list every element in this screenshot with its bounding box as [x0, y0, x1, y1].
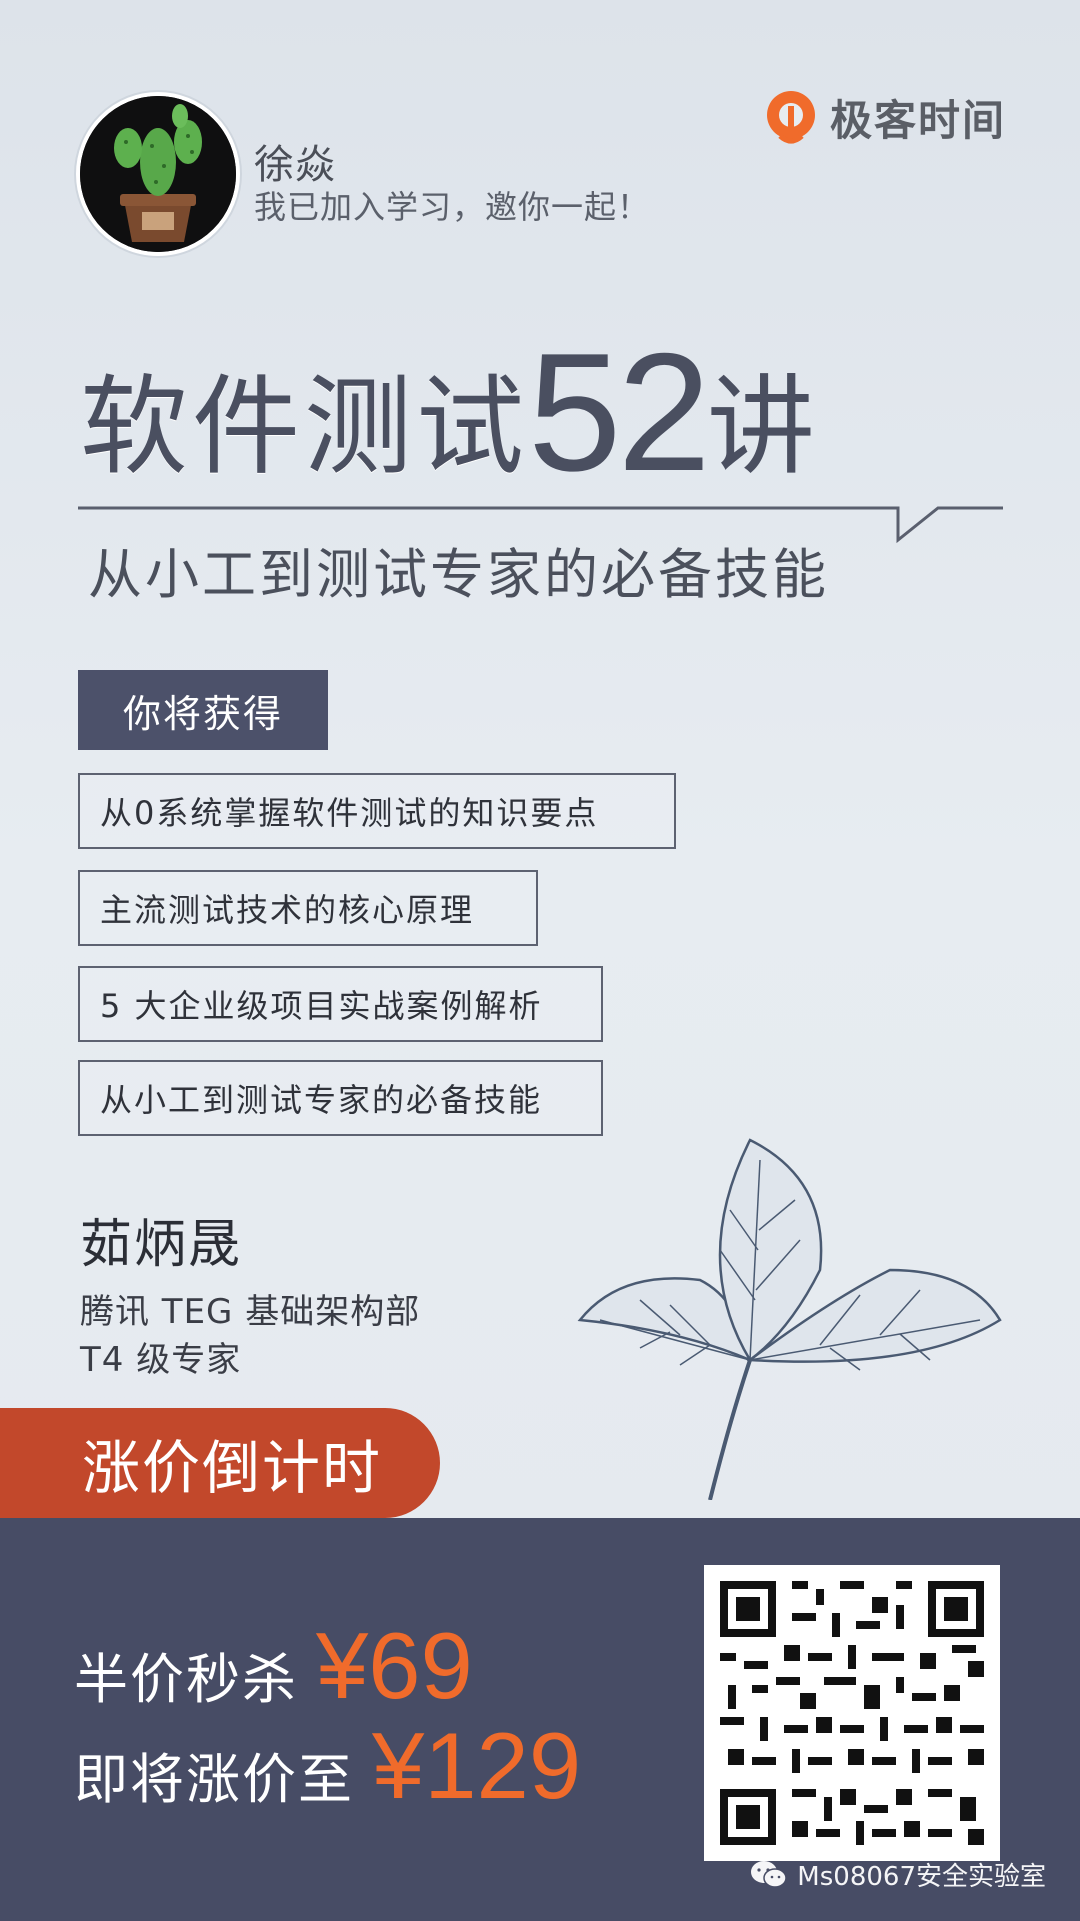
title-main: 软件测试 [80, 365, 529, 490]
geektime-logo-icon [766, 91, 815, 144]
sale-price-row: 半价秒杀 ¥69 [74, 1612, 473, 1720]
invite-text: 我已加入学习，邀你一起！ [254, 188, 651, 226]
countdown-banner: 涨价倒计时 [0, 1408, 440, 1518]
qr-code-icon [704, 1565, 1000, 1861]
qr-code[interactable] [704, 1565, 1000, 1861]
avatar[interactable] [76, 92, 240, 256]
course-subtitle: 从小工到测试专家的必备技能 [88, 543, 829, 606]
sale-price: ¥69 [316, 1613, 473, 1718]
sale-label: 半价秒杀 [74, 1648, 298, 1711]
author-department: 腾讯 TEG 基础架构部 [80, 1292, 421, 1332]
benefit-item: 5 大企业级项目实战案例解析 [78, 966, 603, 1042]
author-title: T4 级专家 [80, 1340, 242, 1380]
cactus-icon [80, 96, 236, 252]
future-price-row: 即将涨价至 ¥129 [74, 1712, 581, 1820]
watermark-text: Ms08067安全实验室 [797, 1862, 1046, 1892]
user-name: 徐焱 [254, 142, 336, 188]
benefit-item: 从0系统掌握软件测试的知识要点 [78, 773, 676, 849]
future-label: 即将涨价至 [74, 1748, 354, 1811]
brand-name: 极客时间 [829, 95, 1006, 145]
speech-bubble-line [78, 506, 1003, 544]
title-suffix: 讲 [706, 365, 815, 490]
title-number: 52 [528, 318, 711, 506]
benefit-item: 主流测试技术的核心原理 [78, 870, 538, 946]
course-title: 软件测试 52 讲 [80, 300, 815, 500]
watermark: Ms08067安全实验室 [749, 1856, 1046, 1893]
author-name: 茹炳晟 [80, 1215, 243, 1275]
benefits-header: 你将获得 [78, 670, 328, 750]
future-price: ¥129 [372, 1713, 582, 1818]
leaf-illustration-icon [577, 1138, 1002, 1500]
wechat-icon [751, 1860, 788, 1888]
brand-logo[interactable]: 极客时间 [762, 86, 1006, 148]
benefit-item: 从小工到测试专家的必备技能 [78, 1060, 603, 1136]
